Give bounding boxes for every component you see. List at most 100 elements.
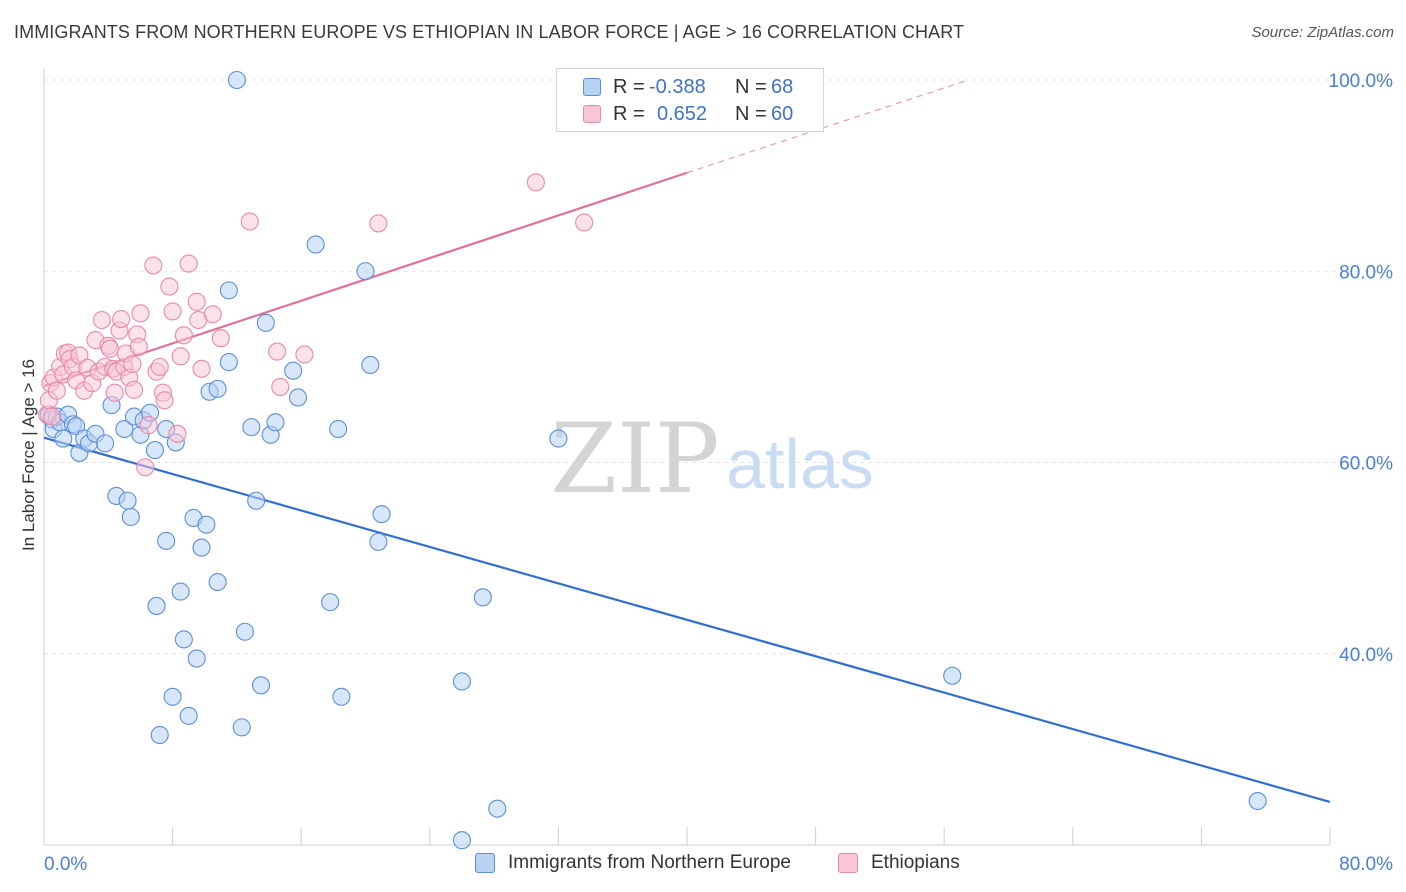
bottom-legend-label-blue: Immigrants from Northern Europe <box>508 852 791 873</box>
legend-n-value: 60 <box>771 103 794 125</box>
data-point-blue <box>118 491 137 510</box>
data-point-blue <box>284 361 303 380</box>
data-point-blue <box>219 281 238 300</box>
data-point-blue <box>219 353 238 372</box>
data-point-blue <box>192 538 211 557</box>
data-point-blue <box>361 355 380 375</box>
x-tick-label-max: 80.0% <box>1339 854 1393 875</box>
data-point-blue <box>321 593 340 612</box>
data-point-blue <box>150 725 169 745</box>
data-point-blue <box>242 418 261 437</box>
data-point-pink <box>92 310 111 330</box>
axes <box>43 68 1331 846</box>
data-point-pink <box>129 337 148 356</box>
data-point-blue <box>288 388 308 407</box>
data-point-pink <box>268 342 287 361</box>
data-point-blue <box>174 630 193 649</box>
y-tick-label: 60.0% <box>1339 454 1393 475</box>
data-point-blue <box>251 676 271 695</box>
data-point-pink <box>211 329 230 348</box>
bottom-legend-label-pink: Ethiopians <box>871 852 960 873</box>
data-point-blue <box>329 419 348 439</box>
data-point-blue <box>473 588 492 607</box>
data-point-pink <box>160 277 179 296</box>
data-point-blue <box>452 831 472 850</box>
y-tick-label: 40.0% <box>1339 645 1393 666</box>
bottom-legend-swatch-blue <box>475 853 495 873</box>
data-point-blue <box>96 434 115 453</box>
series-ethiopians <box>38 173 594 477</box>
legend-n-label: N = <box>735 103 767 125</box>
data-point-pink <box>163 302 182 321</box>
trend-line-pink-extension <box>686 79 969 174</box>
data-point-pink <box>192 359 211 378</box>
data-point-blue <box>266 413 285 432</box>
y-axis-label: In Labor Force | Age > 16 <box>19 359 38 551</box>
legend-r-value: -0.388 <box>649 76 706 98</box>
data-point-pink <box>369 214 388 233</box>
data-point-blue <box>488 799 507 818</box>
data-point-pink <box>150 357 169 376</box>
data-point-blue <box>115 419 134 439</box>
data-point-pink <box>203 305 222 324</box>
data-point-blue <box>943 666 962 685</box>
data-point-pink <box>168 424 187 443</box>
legend-row-blue: R = -0.388 N = 68 <box>557 73 823 101</box>
tick-labels: 40.0% 60.0% 80.0% 100.0% 0.0% 80.0% <box>44 71 1393 875</box>
data-point-pink <box>112 310 131 329</box>
data-point-blue <box>232 718 251 737</box>
legend-swatch-pink <box>583 105 601 123</box>
x-tick-label-min: 0.0% <box>44 854 87 875</box>
data-point-blue <box>369 532 388 551</box>
data-point-blue <box>356 262 375 281</box>
data-point-blue <box>157 531 176 550</box>
data-point-blue <box>247 491 266 510</box>
data-point-blue <box>197 515 216 534</box>
data-point-pink <box>47 381 66 400</box>
data-point-pink <box>100 339 119 358</box>
data-point-pink <box>295 345 314 364</box>
data-point-blue <box>332 687 351 706</box>
data-point-blue <box>208 379 227 398</box>
data-point-pink <box>187 292 206 311</box>
data-point-pink <box>179 254 198 273</box>
data-point-blue <box>121 507 140 527</box>
legend-n-value: 68 <box>771 76 794 98</box>
legend-r-label: R = <box>613 76 645 98</box>
data-point-pink <box>139 416 158 435</box>
data-point-pink <box>240 212 259 231</box>
y-tick-label: 100.0% <box>1329 71 1394 92</box>
data-point-blue <box>179 706 198 725</box>
data-point-blue <box>147 596 166 615</box>
legend-row-pink: R = 0.652 N = 60 <box>557 100 823 128</box>
data-point-pink <box>131 304 150 323</box>
data-point-blue <box>1248 791 1267 811</box>
data-point-pink <box>171 347 190 366</box>
chart-title: IMMIGRANTS FROM NORTHERN EUROPE VS ETHIO… <box>14 22 965 42</box>
data-point-blue <box>163 687 182 706</box>
legend-r-value: 0.652 <box>657 103 708 125</box>
data-point-blue <box>145 441 164 460</box>
data-point-blue <box>171 582 190 601</box>
data-point-pink <box>271 377 290 397</box>
data-point-pink <box>174 326 193 345</box>
grid <box>44 79 1380 655</box>
data-point-pink <box>123 354 142 374</box>
legend-n-label: N = <box>735 76 767 98</box>
data-point-pink <box>575 213 594 232</box>
data-point-pink <box>124 380 144 399</box>
watermark: ZIP atlas <box>550 403 874 515</box>
data-point-blue <box>208 572 227 592</box>
legend-swatch-blue <box>583 78 601 96</box>
data-point-blue <box>227 70 246 90</box>
bottom-legend-swatch-pink <box>838 853 858 873</box>
data-point-blue <box>187 649 206 668</box>
data-point-blue <box>549 429 568 448</box>
data-point-blue <box>452 672 472 691</box>
data-point-pink <box>42 407 62 426</box>
data-point-blue <box>306 235 325 254</box>
data-point-pink <box>155 391 174 410</box>
data-point-blue <box>372 505 391 524</box>
legend-r-label: R = <box>613 103 645 125</box>
